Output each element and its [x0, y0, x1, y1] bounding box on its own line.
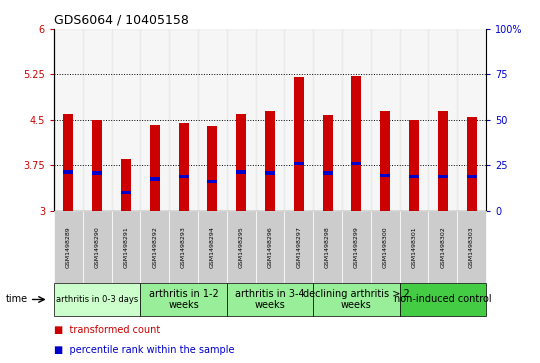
Bar [294, 162, 304, 165]
Bar [380, 111, 390, 211]
Bar [207, 180, 218, 183]
Bar [140, 29, 169, 211]
Bar [207, 126, 218, 211]
Text: GSM1498301: GSM1498301 [411, 226, 416, 268]
Bar [294, 77, 304, 211]
Text: arthritis in 0-3 days: arthritis in 0-3 days [56, 295, 138, 304]
Bar [265, 111, 275, 211]
Bar [112, 29, 140, 211]
Bar [380, 174, 390, 177]
Bar [227, 29, 255, 211]
Text: declining arthritis > 2
weeks: declining arthritis > 2 weeks [303, 289, 410, 310]
Bar [121, 159, 131, 211]
Bar [169, 29, 198, 211]
Bar [467, 117, 477, 211]
Bar [236, 170, 246, 174]
Text: GSM1498299: GSM1498299 [354, 226, 359, 268]
Bar [457, 29, 486, 211]
Text: GSM1498293: GSM1498293 [181, 226, 186, 268]
Bar [236, 114, 246, 211]
Bar [255, 29, 285, 211]
Bar [179, 175, 188, 179]
Text: GSM1498291: GSM1498291 [124, 226, 129, 268]
Text: GDS6064 / 10405158: GDS6064 / 10405158 [54, 13, 189, 26]
Text: GSM1498300: GSM1498300 [383, 226, 388, 268]
Bar [352, 162, 361, 165]
Bar [352, 76, 361, 211]
Bar [409, 120, 419, 211]
Bar [63, 170, 73, 174]
Text: GSM1498298: GSM1498298 [325, 226, 330, 268]
Bar [63, 114, 73, 211]
Bar [92, 120, 102, 211]
Text: arthritis in 1-2
weeks: arthritis in 1-2 weeks [148, 289, 219, 310]
Bar [322, 115, 333, 211]
Bar [92, 171, 102, 175]
Text: GSM1498295: GSM1498295 [239, 226, 244, 268]
Bar [342, 29, 371, 211]
Text: GSM1498290: GSM1498290 [94, 226, 100, 268]
Bar [285, 29, 313, 211]
Text: GSM1498294: GSM1498294 [210, 226, 215, 268]
Text: GSM1498297: GSM1498297 [296, 226, 301, 268]
Text: arthritis in 3-4
weeks: arthritis in 3-4 weeks [235, 289, 305, 310]
Bar [467, 175, 477, 179]
Bar [54, 29, 83, 211]
Text: GSM1498303: GSM1498303 [469, 226, 474, 268]
Bar [150, 177, 160, 181]
Bar [400, 29, 428, 211]
Text: time: time [5, 294, 28, 305]
Text: GSM1498292: GSM1498292 [152, 226, 157, 268]
Text: GSM1498289: GSM1498289 [66, 226, 71, 268]
Bar [438, 175, 448, 179]
Bar [198, 29, 227, 211]
Bar [179, 123, 188, 211]
Bar [265, 171, 275, 175]
Text: ■  transformed count: ■ transformed count [54, 325, 160, 335]
Text: GSM1498296: GSM1498296 [267, 226, 273, 268]
Bar [121, 191, 131, 194]
Bar [438, 111, 448, 211]
Bar [409, 175, 419, 179]
Text: non-induced control: non-induced control [394, 294, 491, 305]
Bar [83, 29, 112, 211]
Bar [150, 125, 160, 211]
Bar [371, 29, 400, 211]
Text: GSM1498302: GSM1498302 [440, 226, 445, 268]
Text: ■  percentile rank within the sample: ■ percentile rank within the sample [54, 345, 234, 355]
Bar [428, 29, 457, 211]
Bar [322, 171, 333, 175]
Bar [313, 29, 342, 211]
